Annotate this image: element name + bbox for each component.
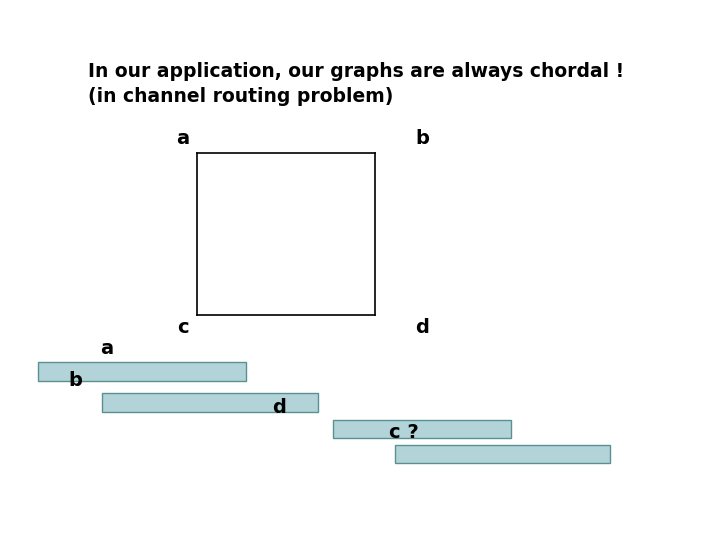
Text: b: b bbox=[415, 129, 429, 148]
Bar bbox=[102, 393, 318, 412]
Text: a: a bbox=[176, 129, 189, 148]
Text: d: d bbox=[272, 398, 286, 417]
Text: d: d bbox=[415, 318, 429, 337]
Text: c: c bbox=[177, 318, 189, 337]
Text: b: b bbox=[68, 371, 82, 390]
Bar bbox=[333, 420, 511, 438]
Text: c ?: c ? bbox=[389, 423, 419, 442]
Text: a: a bbox=[100, 339, 113, 358]
Text: In our application, our graphs are always chordal !
(in channel routing problem): In our application, our graphs are alway… bbox=[88, 62, 624, 106]
Bar bbox=[395, 445, 610, 463]
Bar bbox=[38, 362, 246, 381]
